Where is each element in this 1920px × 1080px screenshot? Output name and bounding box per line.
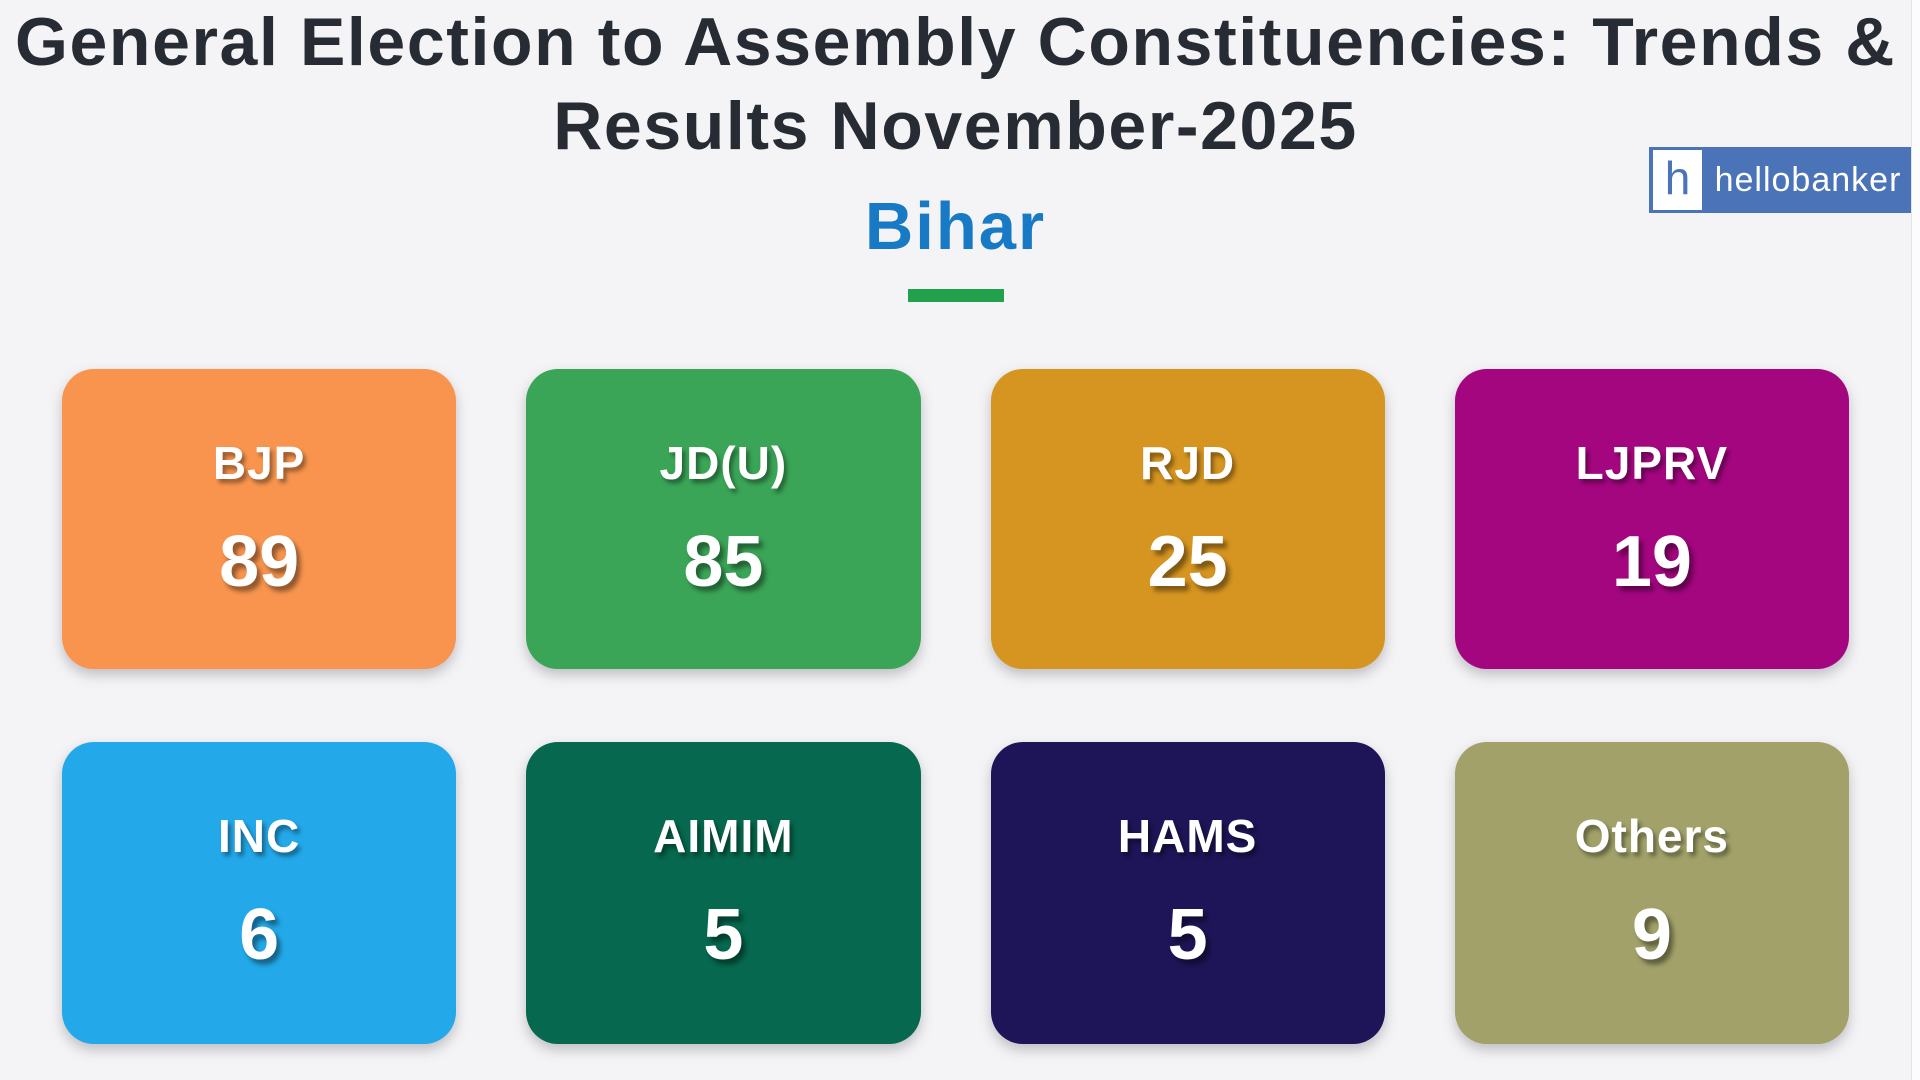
result-card-aimim: AIMIM 5 [526, 742, 921, 1044]
page-title-line2: Results November-2025 [553, 88, 1358, 164]
results-card-grid: BJP 89 JD(U) 85 RJD 25 LJPRV 19 INC 6 AI… [62, 369, 1849, 1044]
result-card-rjd: RJD 25 [990, 369, 1385, 669]
seat-count: 25 [1147, 522, 1228, 602]
subtitle-underline [908, 289, 1004, 302]
party-name: JD(U) [659, 437, 788, 489]
party-name: AIMIM [653, 810, 794, 862]
seat-count: 5 [1167, 895, 1208, 975]
result-card-inc: INC 6 [62, 742, 457, 1044]
party-name: INC [218, 810, 301, 862]
logo-text: hellobanker [1714, 160, 1902, 199]
seat-count: 9 [1631, 895, 1672, 975]
seat-count: 85 [683, 522, 764, 602]
seat-count: 19 [1611, 522, 1692, 602]
seat-count: 6 [239, 895, 280, 975]
result-card-hams: HAMS 5 [990, 742, 1385, 1044]
result-card-others: Others 9 [1454, 742, 1849, 1044]
seat-count: 89 [219, 522, 300, 602]
page-edge-strip [1911, 0, 1920, 1080]
result-card-jdu: JD(U) 85 [526, 369, 921, 669]
page-title-line1: General Election to Assembly Constituenc… [15, 4, 1896, 80]
party-name: LJPRV [1575, 437, 1729, 489]
logo-h-icon: h [1653, 150, 1702, 210]
party-name: BJP [212, 437, 306, 489]
party-name: Others [1574, 810, 1729, 862]
seat-count: 5 [703, 895, 744, 975]
hellobanker-logo: h hellobanker [1649, 147, 1914, 213]
party-name: RJD [1140, 437, 1236, 489]
result-card-bjp: BJP 89 [62, 369, 457, 669]
result-card-ljprv: LJPRV 19 [1454, 369, 1849, 669]
party-name: HAMS [1117, 810, 1258, 862]
page-title: General Election to Assembly Constituenc… [0, 0, 1911, 168]
state-subtitle: Bihar [864, 189, 1047, 264]
